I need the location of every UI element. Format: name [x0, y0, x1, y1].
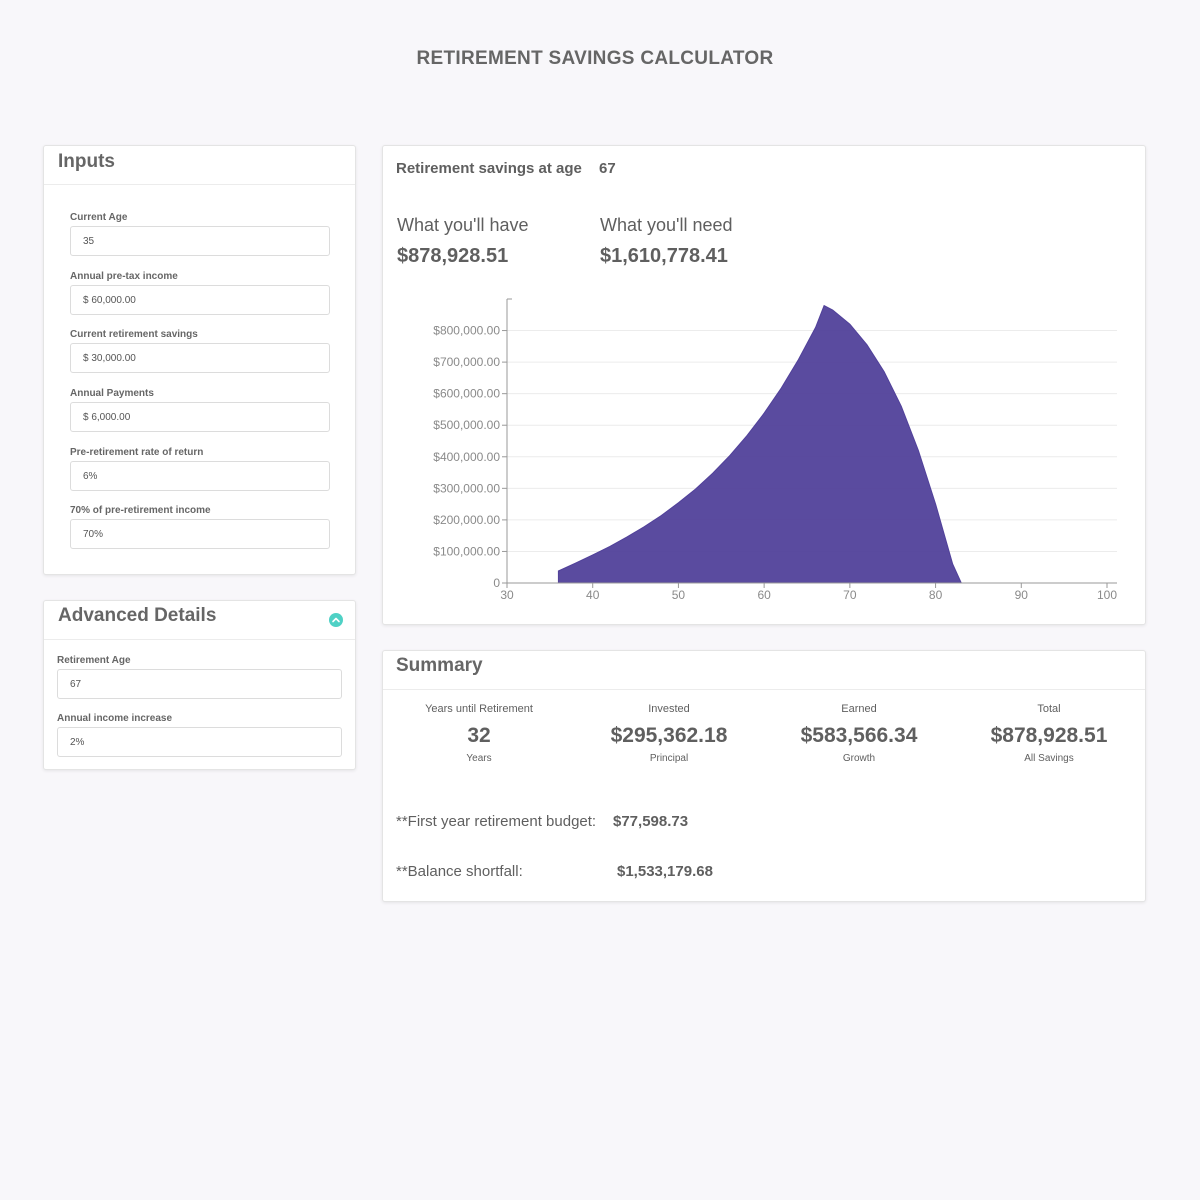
y-tick-label: $700,000.00 [433, 355, 500, 369]
stat-years-label: Years until Retirement [425, 703, 533, 715]
stat-years: Years until Retirement 32 Years [384, 703, 574, 764]
savings-area-series [557, 304, 963, 584]
stat-total-label: Total [1037, 703, 1061, 715]
stat-invested: Invested $295,362.18 Principal [574, 703, 764, 764]
stat-total-unit: All Savings [1024, 753, 1074, 764]
chevron-up-icon[interactable] [329, 613, 343, 627]
retirement-age-field: Retirement Age [57, 655, 342, 699]
stat-invested-value: $295,362.18 [610, 724, 728, 747]
annual-payments-label: Annual Payments [70, 388, 154, 399]
stat-earned: Earned $583,566.34 Growth [764, 703, 954, 764]
rate-of-return-input[interactable] [70, 461, 330, 491]
y-tick-label: $400,000.00 [433, 450, 500, 464]
inputs-panel: Inputs Current Age Annual pre-tax income… [43, 145, 356, 575]
have-label: What you'll have [397, 215, 529, 235]
advanced-header: Advanced Details [44, 601, 355, 640]
stat-total-value: $878,928.51 [990, 724, 1108, 747]
y-tick-label: 0 [493, 576, 500, 590]
income-increase-field: Annual income increase [57, 713, 342, 757]
need-value: $1,610,778.41 [600, 245, 728, 267]
y-tick-label: $300,000.00 [433, 481, 500, 495]
x-tick-label: 60 [757, 588, 771, 602]
savings-at-age-value: 67 [599, 160, 616, 177]
annual-income-label: Annual pre-tax income [70, 271, 178, 282]
stat-earned-unit: Growth [842, 753, 876, 764]
current-savings-field: Current retirement savings [70, 329, 330, 373]
x-tick-label: 50 [672, 588, 686, 602]
shortfall-value: $1,533,179.68 [617, 863, 713, 880]
income-percent-field: 70% of pre-retirement income [70, 505, 330, 549]
x-tick-label: 90 [1015, 588, 1029, 602]
income-percent-label: 70% of pre-retirement income [70, 505, 211, 516]
retirement-age-input[interactable] [57, 669, 342, 699]
current-age-input[interactable] [70, 226, 330, 256]
stat-years-value: 32 [467, 724, 491, 747]
inputs-title: Inputs [58, 151, 115, 172]
shortfall-label: **Balance shortfall: [396, 863, 523, 880]
stat-earned-label: Earned [841, 703, 877, 715]
inputs-header: Inputs [44, 146, 355, 185]
stat-earned-value: $583,566.34 [800, 724, 918, 747]
annual-payments-field: Annual Payments [70, 388, 330, 432]
summary-header: Summary [383, 651, 1145, 690]
budget-label: **First year retirement budget: [396, 813, 597, 830]
y-tick-label: $100,000.00 [433, 544, 500, 558]
x-tick-label: 30 [500, 588, 514, 602]
x-tick-label: 80 [929, 588, 943, 602]
stat-invested-label: Invested [648, 703, 690, 715]
x-tick-label: 100 [1097, 588, 1117, 602]
income-increase-label: Annual income increase [57, 713, 173, 724]
savings-chart: 0 $100,000.00 $200,000.00 $300,000.00 $400,0… [433, 298, 1117, 602]
summary-title: Summary [396, 655, 483, 676]
current-age-field: Current Age [70, 212, 330, 256]
budget-value: $77,598.73 [613, 813, 689, 830]
y-tick-label: $800,000.00 [433, 324, 500, 338]
rate-of-return-label: Pre-retirement rate of return [70, 447, 204, 458]
y-tick-label: $500,000.00 [433, 418, 500, 432]
summary-panel: Summary Years until Retirement 32 Years … [382, 650, 1146, 902]
stat-invested-unit: Principal [649, 753, 689, 764]
advanced-title: Advanced Details [58, 605, 217, 626]
advanced-details-panel: Advanced Details Retirement Age Annual i… [43, 600, 356, 770]
stat-years-unit: Years [466, 753, 492, 764]
savings-at-age-label: Retirement savings at age [396, 160, 582, 177]
need-label: What you'll need [600, 215, 733, 235]
annual-payments-input[interactable] [70, 402, 330, 432]
current-age-label: Current Age [70, 212, 128, 223]
annual-income-field: Annual pre-tax income [70, 271, 330, 315]
stat-total: Total $878,928.51 All Savings [954, 703, 1144, 764]
income-percent-input[interactable] [70, 519, 330, 549]
x-tick-label: 70 [843, 588, 857, 602]
y-tick-label: $200,000.00 [433, 513, 500, 527]
rate-of-return-field: Pre-retirement rate of return [70, 447, 330, 491]
page-title: RETIREMENT SAVINGS CALCULATOR [416, 48, 774, 69]
y-tick-label: $600,000.00 [433, 387, 500, 401]
current-savings-input[interactable] [70, 343, 330, 373]
income-increase-input[interactable] [57, 727, 342, 757]
savings-chart-panel: Retirement savings at age 67 What you'll… [382, 145, 1146, 625]
current-savings-label: Current retirement savings [70, 329, 198, 340]
retirement-age-label: Retirement Age [57, 655, 131, 666]
x-tick-label: 40 [586, 588, 600, 602]
annual-income-input[interactable] [70, 285, 330, 315]
have-value: $878,928.51 [397, 245, 509, 267]
